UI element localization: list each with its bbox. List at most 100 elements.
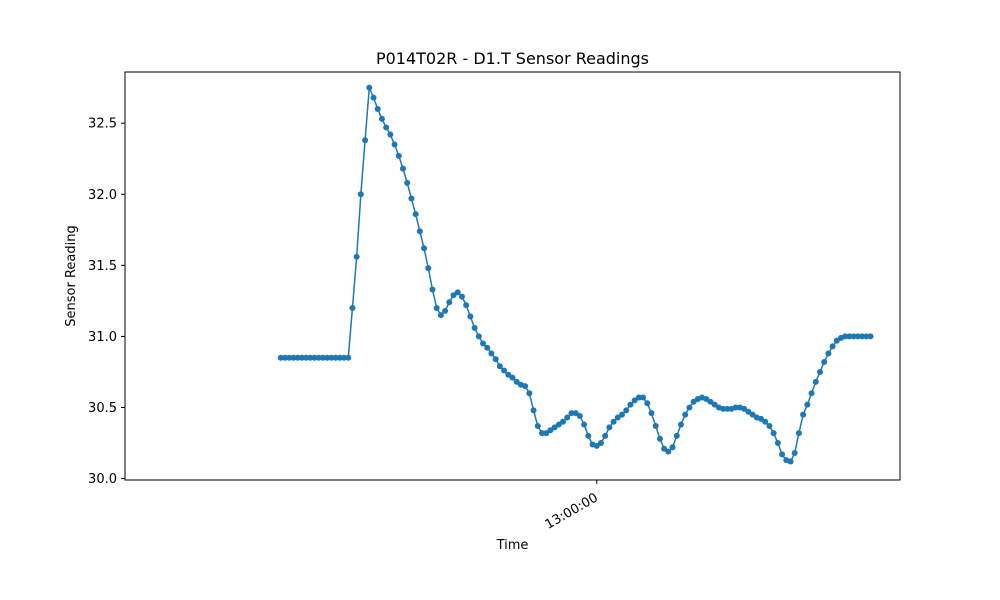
data-point	[850, 333, 857, 340]
data-point	[433, 304, 440, 311]
data-point	[336, 354, 343, 361]
data-point	[496, 363, 503, 370]
data-point	[547, 427, 554, 434]
chart-title: P014T02R - D1.T Sensor Readings	[376, 49, 649, 68]
data-point	[665, 448, 672, 455]
series-line	[280, 86, 871, 463]
data-point	[277, 354, 284, 361]
data-point	[488, 350, 495, 357]
data-point	[568, 410, 575, 417]
data-point	[421, 245, 428, 252]
data-point	[446, 299, 453, 306]
plot-area	[124, 71, 901, 481]
data-point	[534, 422, 541, 429]
data-point	[408, 195, 415, 202]
data-point	[732, 404, 739, 411]
data-point	[425, 265, 432, 272]
data-point	[690, 398, 697, 405]
data-point	[863, 333, 870, 340]
data-point	[383, 124, 390, 131]
data-point	[677, 421, 684, 428]
y-axis: 30.0 30.5 31.0 31.5 32.0 32.5	[88, 117, 125, 487]
data-point	[627, 401, 634, 408]
data-point	[311, 354, 318, 361]
y-axis-label: Sensor Reading	[64, 225, 79, 326]
data-point	[513, 378, 520, 385]
data-point	[391, 141, 398, 148]
data-point	[442, 307, 449, 314]
data-point	[501, 367, 508, 374]
plot-frame	[124, 71, 901, 481]
data-point	[416, 228, 423, 235]
y-tick-label: 31.0	[88, 330, 117, 345]
data-point	[787, 458, 794, 465]
data-point	[484, 344, 491, 351]
data-point	[324, 354, 331, 361]
data-point	[854, 333, 861, 340]
data-point	[294, 354, 301, 361]
data-point	[610, 418, 617, 425]
data-point	[555, 421, 562, 428]
data-point	[370, 94, 377, 101]
data-point	[602, 432, 609, 439]
data-point	[669, 444, 676, 451]
data-point	[454, 289, 461, 296]
data-point	[656, 435, 663, 442]
data-point	[395, 152, 402, 159]
data-point	[623, 407, 630, 414]
data-point	[614, 414, 621, 421]
data-point	[576, 413, 583, 420]
data-point	[741, 405, 748, 412]
x-tick-label: 13:00:00	[543, 490, 601, 532]
data-point	[774, 440, 781, 447]
data-point	[745, 408, 752, 415]
data-point	[437, 312, 444, 319]
data-point	[816, 368, 823, 375]
data-point	[526, 390, 533, 397]
data-point	[543, 430, 550, 437]
y-tick-label: 30.5	[88, 401, 117, 416]
data-point	[593, 442, 600, 449]
data-point	[480, 340, 487, 347]
data-point	[399, 165, 406, 172]
data-point	[720, 405, 727, 412]
data-point	[703, 395, 710, 402]
data-point	[762, 418, 769, 425]
data-point	[707, 398, 714, 405]
data-point	[290, 354, 297, 361]
data-point	[551, 424, 558, 431]
data-point	[859, 333, 866, 340]
data-point	[842, 333, 849, 340]
data-point	[724, 405, 731, 412]
data-point	[412, 211, 419, 218]
data-point	[378, 115, 385, 122]
data-point	[682, 411, 689, 418]
data-point	[328, 354, 335, 361]
data-point	[800, 411, 807, 418]
data-point	[640, 394, 647, 401]
data-point	[821, 359, 828, 366]
data-point	[332, 354, 339, 361]
data-point	[766, 422, 773, 429]
data-point	[307, 354, 314, 361]
data-point	[631, 397, 638, 404]
data-point	[538, 430, 545, 437]
data-point	[867, 333, 874, 340]
data-point	[303, 354, 310, 361]
data-point	[463, 302, 470, 309]
data-point	[387, 131, 394, 138]
data-point	[429, 286, 436, 293]
data-point	[404, 179, 411, 186]
data-point	[349, 304, 356, 311]
data-point	[298, 354, 305, 361]
data-point	[597, 440, 604, 447]
data-point	[644, 400, 651, 407]
data-point	[833, 337, 840, 344]
data-point	[522, 383, 529, 390]
data-point	[475, 333, 482, 340]
data-point	[846, 333, 853, 340]
data-point	[825, 350, 832, 357]
data-point	[619, 411, 626, 418]
data-point	[711, 401, 718, 408]
